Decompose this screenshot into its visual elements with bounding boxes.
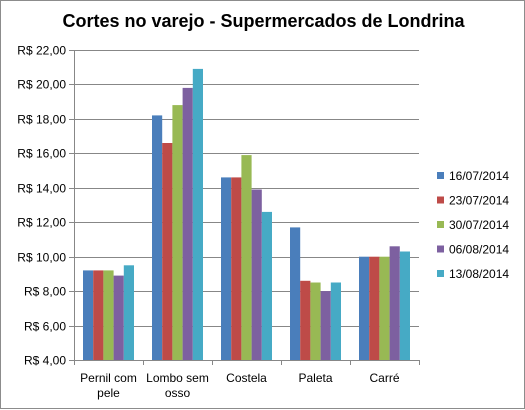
x-category-label: Pernil com [80, 371, 137, 385]
bar [251, 189, 262, 360]
x-category-label: Costela [226, 371, 267, 385]
chart-title: Cortes no varejo - Supermercados de Lond… [62, 11, 465, 31]
bar [172, 105, 183, 360]
legend-swatch [437, 221, 444, 228]
legend-swatch [437, 270, 444, 277]
legend-swatch [437, 172, 444, 179]
y-tick-label: R$ 6,00 [24, 320, 66, 334]
y-tick-label: R$ 14,00 [17, 182, 66, 196]
bar [290, 227, 301, 360]
bar [152, 115, 163, 361]
legend-label: 30/07/2014 [449, 218, 509, 232]
bar [113, 275, 124, 360]
bar [359, 256, 370, 360]
bar [192, 68, 203, 361]
bar [93, 270, 104, 360]
y-tick-label: R$ 22,00 [17, 44, 66, 58]
bar [330, 282, 341, 360]
x-category-label: Paleta [298, 371, 332, 385]
bar [241, 155, 252, 360]
bar [379, 256, 390, 360]
bar [399, 251, 410, 360]
bar [162, 143, 173, 360]
legend-label: 16/07/2014 [449, 169, 509, 183]
x-category-label: pele [97, 386, 120, 400]
legend-swatch [437, 245, 444, 253]
legend-label: 23/07/2014 [449, 194, 509, 208]
bar [182, 87, 193, 361]
bar [231, 177, 242, 360]
bar [83, 270, 94, 360]
bar [221, 177, 232, 360]
legend-label: 06/08/2014 [449, 243, 509, 257]
y-tick-label: R$ 4,00 [24, 354, 66, 368]
y-tick-label: R$ 18,00 [17, 113, 66, 127]
y-tick-label: R$ 20,00 [17, 78, 66, 92]
y-tick-label: R$ 12,00 [17, 216, 66, 230]
bar [300, 280, 311, 360]
bar [320, 291, 331, 360]
y-tick-label: R$ 16,00 [17, 147, 66, 161]
legend-label: 13/08/2014 [449, 267, 509, 281]
bar [310, 282, 321, 360]
bar [103, 270, 114, 360]
bar [389, 246, 400, 360]
x-category-label: Lombo sem [146, 371, 209, 385]
bar [369, 256, 380, 360]
x-category-label: Carré [369, 371, 399, 385]
legend-swatch [437, 196, 444, 204]
bar [261, 211, 272, 360]
bar [123, 265, 134, 360]
y-tick-label: R$ 10,00 [17, 251, 66, 265]
x-category-label: osso [165, 386, 191, 400]
y-tick-label: R$ 8,00 [24, 285, 66, 299]
